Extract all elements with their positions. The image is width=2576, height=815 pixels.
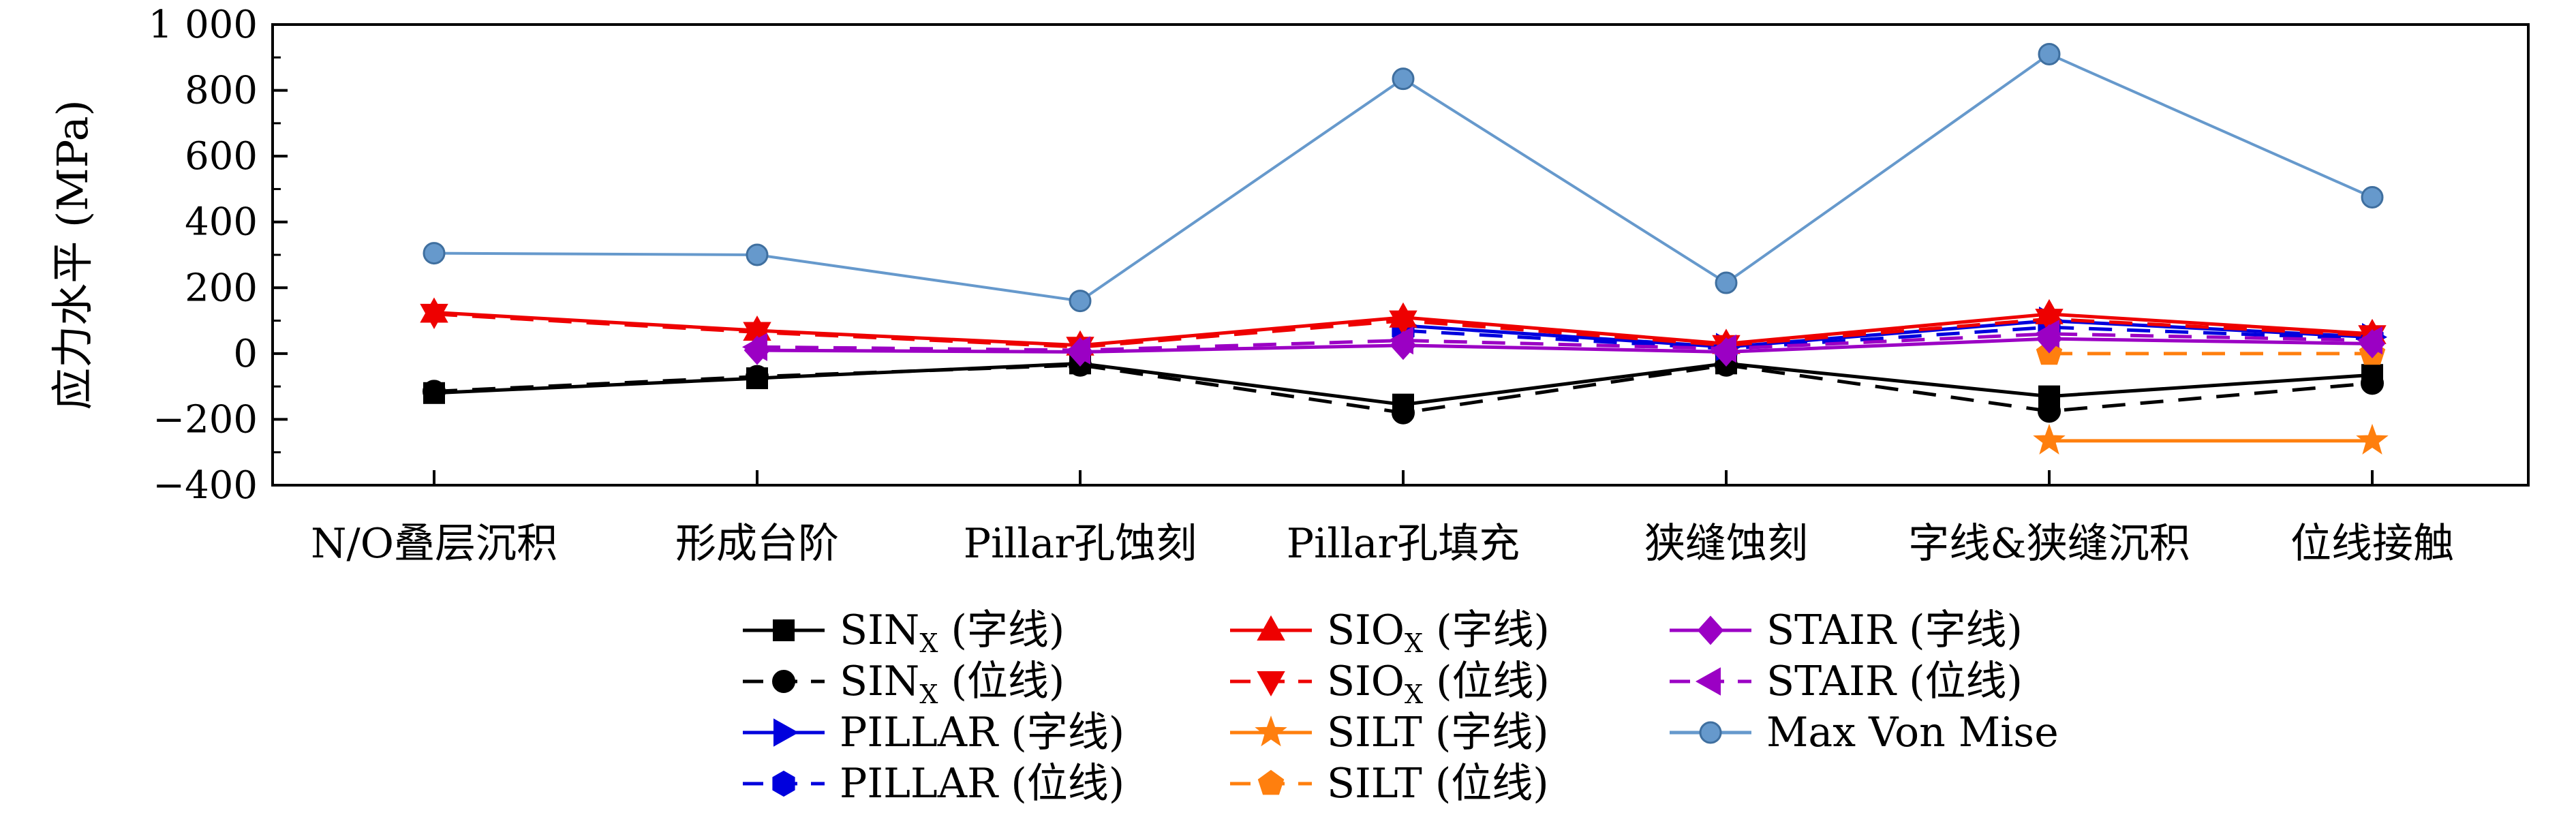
data-point bbox=[423, 380, 446, 403]
legend-label: SILT (字线) bbox=[1327, 709, 1549, 756]
data-point bbox=[2356, 423, 2389, 455]
data-point bbox=[1392, 401, 1415, 425]
legend-marker bbox=[773, 619, 795, 641]
y-tick-label: 800 bbox=[185, 69, 258, 113]
legend-item: SILT (位线) bbox=[1230, 760, 1549, 808]
legend-item: SIOX (位线) bbox=[1230, 658, 1550, 709]
y-tick-label: −400 bbox=[153, 463, 258, 508]
legend-item: SINX (位线) bbox=[743, 658, 1064, 709]
series-line bbox=[1402, 325, 2373, 351]
data-point bbox=[2034, 320, 2059, 348]
x-category-label: N/O叠层沉积 bbox=[311, 520, 557, 568]
series-3 bbox=[1392, 314, 2384, 362]
data-point bbox=[1711, 334, 1736, 363]
legend-marker bbox=[1255, 716, 1287, 747]
legend-layer: SINX (字线)SINX (位线)PILLAR (字线)PILLAR (位线)… bbox=[743, 606, 2059, 808]
legend-item: SINX (字线) bbox=[743, 606, 1064, 658]
data-point bbox=[746, 243, 769, 266]
x-category-label: 位线接触 bbox=[2290, 520, 2454, 568]
legend-label: SINX (字线) bbox=[840, 606, 1064, 658]
x-category-label: Pillar孔填充 bbox=[1287, 520, 1520, 568]
legend-item: STAIR (位线) bbox=[1670, 658, 2023, 705]
series-9 bbox=[741, 320, 2382, 365]
series-line bbox=[756, 332, 2373, 352]
data-point bbox=[1387, 326, 1413, 355]
x-category-label: Pillar孔蚀刻 bbox=[964, 520, 1197, 568]
legend-label: SIOX (位线) bbox=[1327, 658, 1550, 709]
data-point bbox=[420, 303, 448, 329]
y-tick-label: −200 bbox=[153, 397, 258, 442]
legend-item: Max Von Mise bbox=[1670, 709, 2059, 756]
data-point bbox=[423, 242, 446, 265]
series-10 bbox=[423, 42, 2384, 313]
series-6 bbox=[2033, 423, 2389, 455]
legend-marker bbox=[773, 718, 799, 747]
legend-marker bbox=[772, 770, 795, 797]
series-line bbox=[756, 337, 2373, 354]
data-point bbox=[1389, 310, 1417, 336]
data-point bbox=[2361, 186, 2384, 209]
legend-label: SINX (位线) bbox=[840, 658, 1064, 709]
data-point bbox=[746, 365, 769, 388]
legend-marker bbox=[772, 670, 795, 693]
legend-marker bbox=[1697, 615, 1724, 645]
legend-item: STAIR (字线) bbox=[1670, 606, 2023, 654]
data-point bbox=[2033, 423, 2066, 455]
x-category-label: 形成台阶 bbox=[675, 520, 839, 568]
data-point bbox=[1392, 67, 1415, 91]
legend-marker bbox=[1699, 721, 1722, 744]
legend-item: PILLAR (位线) bbox=[743, 760, 1124, 808]
data-point bbox=[1064, 336, 1090, 365]
legend-marker bbox=[1257, 615, 1285, 641]
legend-label: STAIR (字线) bbox=[1766, 606, 2023, 654]
data-point bbox=[2038, 399, 2061, 423]
legend-label: PILLAR (字线) bbox=[840, 709, 1124, 756]
data-point bbox=[1715, 271, 1738, 294]
legend-marker bbox=[1257, 671, 1285, 697]
legend-label: SILT (位线) bbox=[1327, 760, 1549, 808]
series-1 bbox=[423, 353, 2384, 425]
data-point bbox=[2035, 309, 2064, 335]
series-line bbox=[433, 52, 2373, 303]
data-point bbox=[743, 322, 771, 348]
y-tick-label: 200 bbox=[185, 266, 258, 310]
data-point bbox=[2038, 42, 2061, 65]
data-point bbox=[1069, 290, 1092, 313]
series-2 bbox=[1393, 306, 2388, 361]
legend-label: PILLAR (位线) bbox=[840, 760, 1124, 808]
legend-marker bbox=[1257, 769, 1285, 795]
legend-label: Max Von Mise bbox=[1766, 709, 2059, 756]
y-tick-label: 400 bbox=[185, 200, 258, 245]
y-tick-label: 0 bbox=[233, 332, 258, 376]
x-category-label: 狭缝蚀刻 bbox=[1644, 520, 1808, 568]
data-point bbox=[741, 333, 767, 361]
series-layer bbox=[420, 42, 2389, 455]
y-tick-label: 1 000 bbox=[149, 3, 258, 47]
x-category-label: 字线&狭缝沉积 bbox=[1908, 520, 2190, 568]
legend-label: SIOX (字线) bbox=[1327, 606, 1550, 658]
legend-item: SILT (字线) bbox=[1230, 709, 1549, 756]
y-axis-title: 应力水平 (MPa) bbox=[48, 99, 97, 410]
legend-label: STAIR (位线) bbox=[1766, 658, 2023, 705]
data-point bbox=[2361, 371, 2384, 395]
y-tick-label: 600 bbox=[185, 134, 258, 179]
legend-item: PILLAR (字线) bbox=[743, 709, 1124, 756]
data-point bbox=[2357, 326, 2382, 355]
legend-item: SIOX (字线) bbox=[1230, 606, 1550, 658]
axes-layer: −400 −200 0 200 400 600 800 1 000 应力水平 (MPa) N/O叠… bbox=[48, 3, 2530, 568]
legend-marker bbox=[1695, 667, 1721, 696]
